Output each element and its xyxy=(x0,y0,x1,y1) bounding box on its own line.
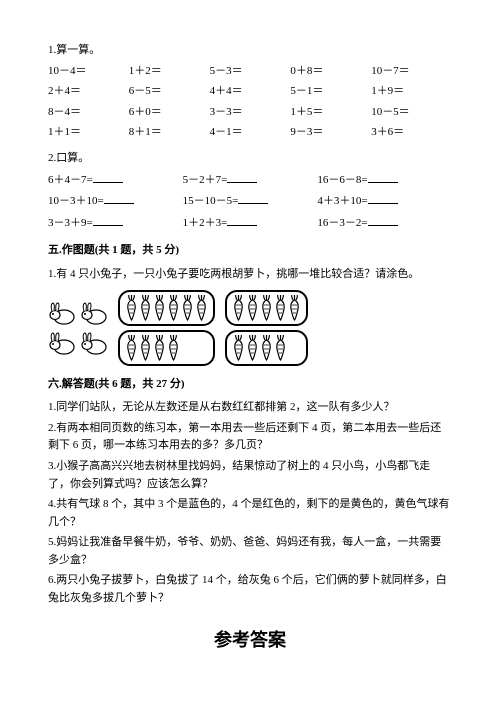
q1-title: 1.算一算。 xyxy=(48,42,452,60)
q6-5: 5.妈妈让我准备早餐牛奶，爷爷、奶奶、爸爸、妈妈还有我，每人一盒，一共需要多少盒… xyxy=(48,534,452,569)
cell: 1＋9＝ xyxy=(371,83,452,101)
rabbit-icon xyxy=(48,331,76,355)
worksheet-page: 1.算一算。 10－4＝1＋2＝5－3＝0＋8＝10－7＝ 2＋4＝6－5＝4＋… xyxy=(0,0,500,707)
q6-6: 6.两只小兔子拔萝卜，白兔拔了 14 个，给灰兔 6 个后，它们俩的萝卜就同样多… xyxy=(48,572,452,607)
cell: 1＋2＋3= xyxy=(183,214,318,233)
section6-items: 1.同学们站队，无论从左数还是从右数红红都排第 2，这一队有多少人？ 2.有两本… xyxy=(48,399,452,608)
cell: 0＋8＝ xyxy=(290,63,371,81)
cell: 2＋4＝ xyxy=(48,83,129,101)
cell: 8－4＝ xyxy=(48,104,129,122)
cell: 1＋5＝ xyxy=(290,104,371,122)
cell: 3－3＋9= xyxy=(48,214,183,233)
cell: 4＋3＋10= xyxy=(317,192,452,211)
carrot-box-3 xyxy=(118,330,215,366)
q6-2: 2.有两本相同页数的练习本，第一本用去一些后还剩下 4 页，第二本用去一些后还剩… xyxy=(48,420,452,455)
cell: 5－2＋7= xyxy=(183,171,318,190)
cell: 6＋4－7= xyxy=(48,171,183,190)
cell: 5－3＝ xyxy=(210,63,291,81)
carrot-box-1 xyxy=(118,290,215,326)
cell: 10－3＋10= xyxy=(48,192,183,211)
q6-1: 1.同学们站队，无论从左数还是从右数红红都排第 2，这一队有多少人？ xyxy=(48,399,452,417)
q2-title: 2.口算。 xyxy=(48,150,452,168)
cell: 5－1＝ xyxy=(290,83,371,101)
cell: 1＋1＝ xyxy=(48,124,129,142)
cell: 16－3－2= xyxy=(317,214,452,233)
illustration-row xyxy=(48,290,452,366)
cell: 10－4＝ xyxy=(48,63,129,81)
q6-4: 4.共有气球 8 个，其中 3 个是蓝色的，4 个是红色的，剩下的是黄色的，黄色… xyxy=(48,496,452,531)
rabbits-group xyxy=(48,301,108,355)
cell: 4＋4＝ xyxy=(210,83,291,101)
rabbit-icon xyxy=(80,331,108,355)
carrot-groups xyxy=(118,290,308,366)
cell: 8＋1＝ xyxy=(129,124,210,142)
answer-heading: 参考答案 xyxy=(48,626,452,655)
carrot-box-4 xyxy=(225,330,308,366)
cell: 10－5＝ xyxy=(371,104,452,122)
section5-title: 五.作图题(共 1 题，共 5 分) xyxy=(48,242,452,260)
rabbit-icon xyxy=(80,301,108,325)
cell: 6＋0＝ xyxy=(129,104,210,122)
cell: 16－6－8= xyxy=(317,171,452,190)
section5-question: 1.有 4 只小兔子，一只小兔子要吃两根胡萝卜，挑哪一堆比较合适？请涂色。 xyxy=(48,266,452,284)
cell: 3－3＝ xyxy=(210,104,291,122)
rabbit-icon xyxy=(48,301,76,325)
section6-title: 六.解答题(共 6 题，共 27 分) xyxy=(48,376,452,394)
carrot-box-2 xyxy=(225,290,308,326)
cell: 9－3＝ xyxy=(290,124,371,142)
cell: 15－10－5= xyxy=(183,192,318,211)
q2-grid: 6＋4－7=5－2＋7=16－6－8= 10－3＋10=15－10－5=4＋3＋… xyxy=(48,171,452,233)
cell: 4－1＝ xyxy=(210,124,291,142)
cell: 1＋2＝ xyxy=(129,63,210,81)
q1-grid: 10－4＝1＋2＝5－3＝0＋8＝10－7＝ 2＋4＝6－5＝4＋4＝5－1＝1… xyxy=(48,63,452,142)
cell: 10－7＝ xyxy=(371,63,452,81)
cell: 3＋6＝ xyxy=(371,124,452,142)
q6-3: 3.小猴子高高兴兴地去树林里找妈妈，结果惊动了树上的 4 只小鸟，小鸟都飞走了，… xyxy=(48,458,452,493)
cell: 6－5＝ xyxy=(129,83,210,101)
